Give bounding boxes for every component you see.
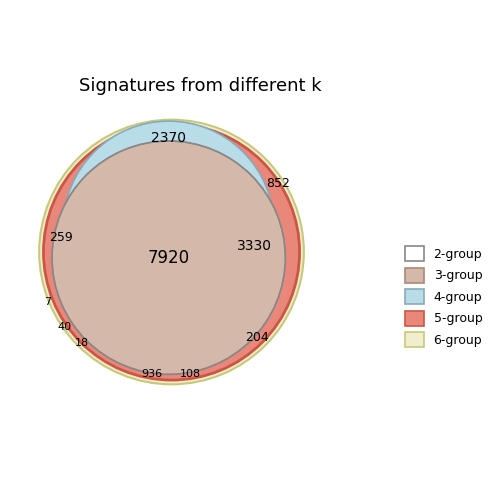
Text: 204: 204 [245, 331, 269, 344]
Text: 7: 7 [44, 297, 51, 307]
Text: 852: 852 [266, 177, 290, 190]
Circle shape [52, 141, 285, 374]
Text: 936: 936 [141, 369, 162, 380]
Title: Signatures from different k: Signatures from different k [79, 78, 321, 95]
Circle shape [64, 121, 274, 332]
Text: 18: 18 [75, 338, 89, 348]
Circle shape [39, 119, 304, 385]
Circle shape [43, 124, 299, 380]
Text: 259: 259 [49, 231, 73, 244]
Text: 2370: 2370 [151, 131, 186, 145]
Text: 3330: 3330 [236, 239, 272, 254]
Text: 40: 40 [58, 323, 72, 333]
Legend: 2-group, 3-group, 4-group, 5-group, 6-group: 2-group, 3-group, 4-group, 5-group, 6-gr… [399, 240, 488, 354]
Text: 108: 108 [179, 369, 201, 380]
Text: 7920: 7920 [148, 248, 190, 267]
